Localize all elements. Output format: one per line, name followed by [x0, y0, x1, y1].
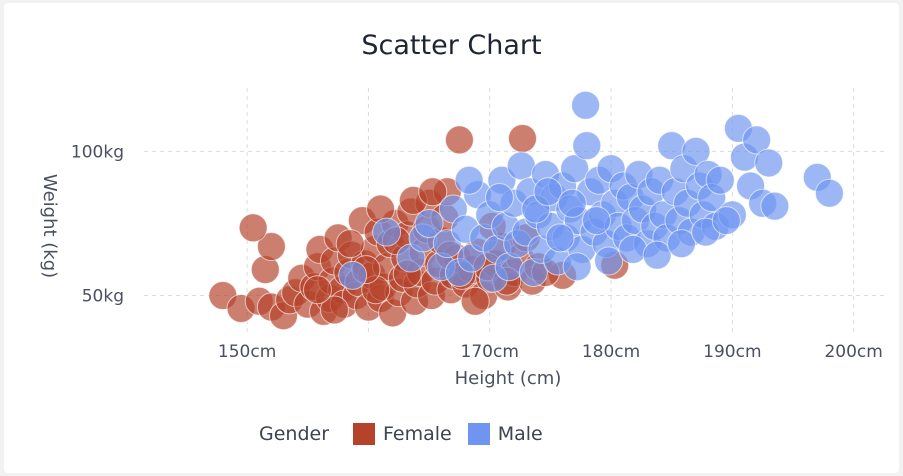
- scatter-point[interactable]: [642, 240, 672, 270]
- legend-entry-male[interactable]: Male: [467, 423, 543, 445]
- scatter-point[interactable]: [560, 154, 590, 184]
- scatter-point[interactable]: [666, 229, 696, 259]
- x-tick-label: 150cm: [218, 342, 276, 362]
- scatter-point[interactable]: [571, 90, 601, 120]
- x-tick-label: 170cm: [461, 342, 519, 362]
- scatter-point[interactable]: [302, 275, 332, 305]
- scatter-point[interactable]: [594, 246, 624, 276]
- x-tick-label: 190cm: [703, 342, 761, 362]
- scatter-point[interactable]: [742, 125, 772, 155]
- legend-title: Gender: [259, 423, 330, 445]
- legend-swatch-male: [467, 423, 490, 445]
- scatter-point[interactable]: [711, 206, 741, 236]
- scatter-point[interactable]: [572, 131, 602, 161]
- scatter-point[interactable]: [760, 191, 790, 221]
- scatter-point[interactable]: [338, 260, 368, 290]
- y-axis-ticks: 50kg 100kg: [71, 142, 124, 306]
- chart-card: Scatter Chart 150cm 170cm 180cm 190cm 200cm …: [4, 3, 899, 473]
- scatter-point[interactable]: [319, 295, 349, 325]
- scatter-point[interactable]: [484, 183, 514, 213]
- x-tick-label: 180cm: [582, 342, 640, 362]
- scatter-point[interactable]: [557, 188, 587, 218]
- scatter-point[interactable]: [256, 232, 286, 262]
- scatter-point[interactable]: [814, 178, 844, 208]
- legend-entry-female[interactable]: Female: [353, 423, 452, 445]
- scatter-point[interactable]: [238, 213, 268, 243]
- scatter-point[interactable]: [545, 223, 575, 253]
- x-axis-title: Height (cm): [455, 368, 562, 389]
- data-points: [208, 90, 844, 331]
- y-axis-title: Weight (kg): [39, 174, 60, 278]
- x-tick-label: 200cm: [824, 342, 882, 362]
- scatter-point[interactable]: [681, 136, 711, 166]
- scatter-point[interactable]: [581, 206, 611, 236]
- scatter-point[interactable]: [618, 234, 648, 264]
- scatter-point[interactable]: [705, 165, 735, 195]
- y-tick-label: 100kg: [71, 142, 124, 162]
- scatter-point[interactable]: [335, 229, 365, 259]
- legend-swatch-female: [353, 423, 376, 445]
- scatter-point[interactable]: [460, 286, 490, 316]
- scatter-point[interactable]: [454, 165, 484, 195]
- scatter-plot: 150cm 170cm 180cm 190cm 200cm 50kg 100kg Heig…: [39, 88, 884, 389]
- legend: Gender Female Male: [259, 423, 559, 445]
- chart-title: Scatter Chart: [361, 30, 542, 61]
- scatter-point[interactable]: [533, 177, 563, 207]
- scatter-point[interactable]: [507, 123, 537, 153]
- y-tick-label: 50kg: [82, 287, 124, 307]
- series-male: [338, 90, 844, 293]
- legend-label-male: Male: [497, 423, 543, 445]
- legend-label-female: Female: [383, 423, 452, 445]
- x-axis-ticks: 150cm 170cm 180cm 190cm 200cm: [218, 342, 883, 362]
- scatter-point[interactable]: [444, 125, 474, 155]
- scatter-point[interactable]: [754, 148, 784, 178]
- scatter-point[interactable]: [506, 151, 536, 181]
- scatter-point[interactable]: [372, 217, 402, 247]
- scatter-point[interactable]: [562, 252, 592, 282]
- scatter-point[interactable]: [418, 177, 448, 207]
- scatter-point[interactable]: [414, 208, 444, 238]
